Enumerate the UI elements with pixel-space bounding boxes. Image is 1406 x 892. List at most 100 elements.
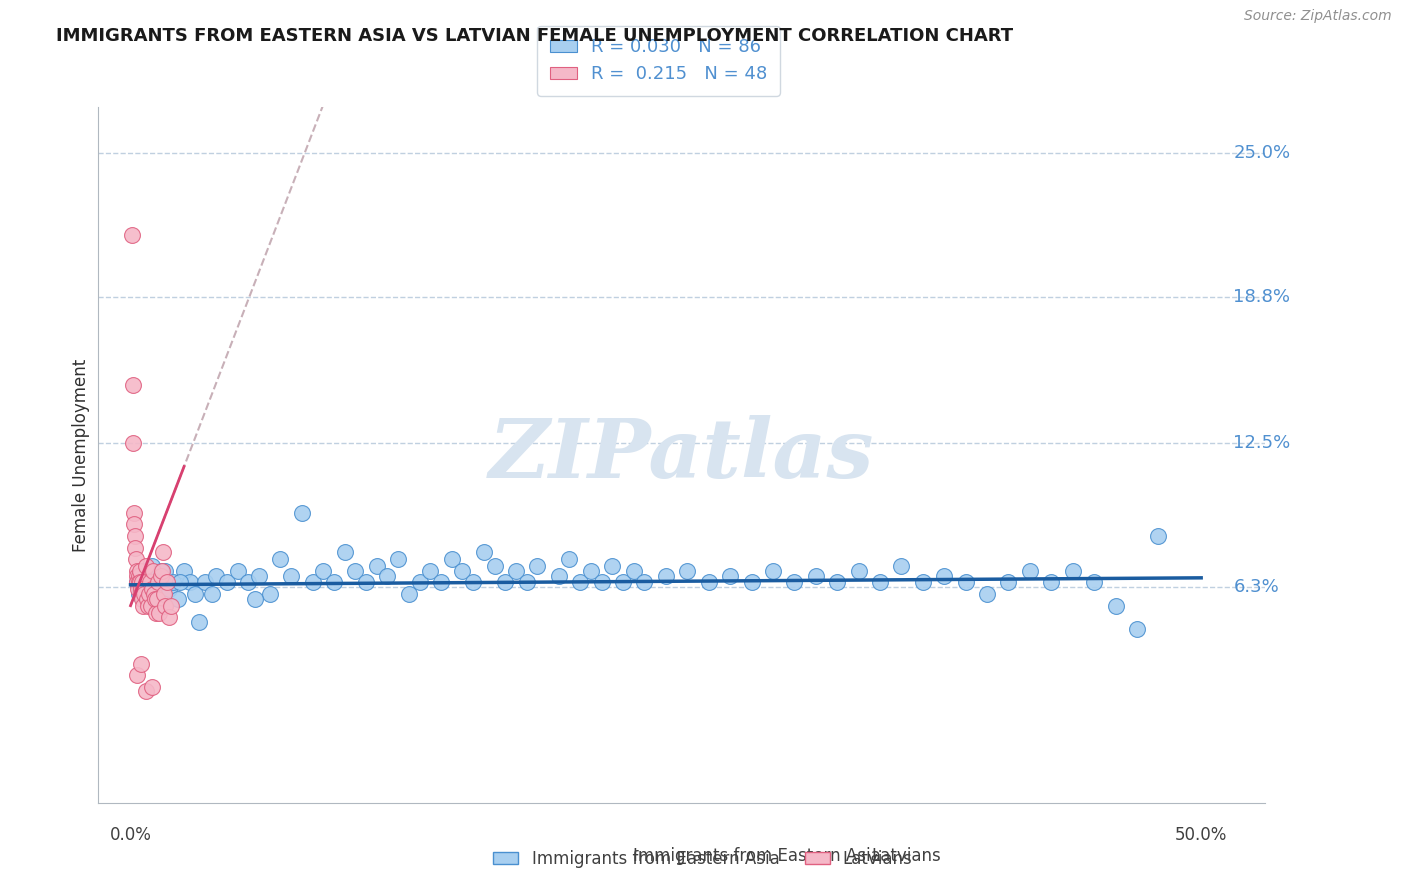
Point xyxy=(152,545,174,559)
Point xyxy=(243,591,266,606)
Point xyxy=(387,552,409,566)
Point xyxy=(143,587,166,601)
Text: Latvians: Latvians xyxy=(872,847,942,865)
Point xyxy=(128,575,150,590)
Point xyxy=(129,582,152,597)
Point xyxy=(135,559,157,574)
Point xyxy=(145,599,167,613)
Legend: Immigrants from Eastern Asia, Latvians: Immigrants from Eastern Asia, Latvians xyxy=(486,844,920,875)
Point xyxy=(623,564,645,578)
Point xyxy=(825,575,848,590)
Point xyxy=(633,575,655,590)
Point xyxy=(149,568,172,582)
Point xyxy=(312,564,335,578)
Point xyxy=(136,599,159,613)
Point xyxy=(238,575,260,590)
Point xyxy=(157,610,180,624)
Point xyxy=(139,599,162,613)
Point xyxy=(472,545,495,559)
Point xyxy=(125,564,148,578)
Point xyxy=(146,591,169,606)
Point xyxy=(150,564,173,578)
Point xyxy=(148,568,170,582)
Point xyxy=(141,680,163,694)
Point xyxy=(205,568,228,582)
Point xyxy=(132,564,155,578)
Point xyxy=(697,575,720,590)
Point xyxy=(463,575,485,590)
Point xyxy=(173,564,195,578)
Point xyxy=(124,517,146,532)
Point xyxy=(1062,564,1084,578)
Point xyxy=(516,575,538,590)
Point xyxy=(131,591,153,606)
Point xyxy=(1147,529,1170,543)
Point xyxy=(1104,599,1126,613)
Point xyxy=(201,587,224,601)
Point xyxy=(184,587,207,601)
Point xyxy=(125,668,148,682)
Point xyxy=(139,575,162,590)
Text: ZIPatlas: ZIPatlas xyxy=(489,415,875,495)
Point xyxy=(122,506,145,520)
Point xyxy=(135,684,157,698)
Point xyxy=(676,564,699,578)
Point xyxy=(169,575,191,590)
Point xyxy=(408,575,430,590)
Point xyxy=(226,564,249,578)
Point xyxy=(440,552,463,566)
Point xyxy=(1083,575,1105,590)
Text: 18.8%: 18.8% xyxy=(1233,288,1291,306)
Point xyxy=(153,599,176,613)
Point xyxy=(526,559,548,574)
Point xyxy=(129,587,152,601)
Point xyxy=(1126,622,1149,636)
Point xyxy=(494,575,516,590)
Point xyxy=(131,575,153,590)
Point xyxy=(153,564,176,578)
Text: Source: ZipAtlas.com: Source: ZipAtlas.com xyxy=(1244,9,1392,23)
Point xyxy=(344,564,367,578)
Point xyxy=(124,541,146,555)
Point xyxy=(1040,575,1063,590)
Text: 12.5%: 12.5% xyxy=(1233,434,1291,452)
Point xyxy=(121,227,143,242)
Text: Immigrants from Eastern Asia: Immigrants from Eastern Asia xyxy=(633,847,880,865)
Point xyxy=(1018,564,1040,578)
Point xyxy=(143,587,166,601)
Point xyxy=(127,582,149,597)
Point xyxy=(997,575,1019,590)
Point xyxy=(215,575,238,590)
Point xyxy=(259,587,281,601)
Point xyxy=(194,575,217,590)
Point xyxy=(138,587,160,601)
Point xyxy=(166,591,188,606)
Point xyxy=(333,545,356,559)
Point xyxy=(128,568,150,582)
Point xyxy=(569,575,592,590)
Point xyxy=(122,436,145,450)
Text: 0.0%: 0.0% xyxy=(110,826,152,844)
Point xyxy=(655,568,678,582)
Point xyxy=(911,575,934,590)
Point xyxy=(377,568,399,582)
Y-axis label: Female Unemployment: Female Unemployment xyxy=(72,359,90,551)
Point xyxy=(139,575,162,590)
Point xyxy=(143,591,166,606)
Point xyxy=(179,575,201,590)
Point xyxy=(505,564,527,578)
Point xyxy=(160,599,183,613)
Point xyxy=(132,599,155,613)
Text: IMMIGRANTS FROM EASTERN ASIA VS LATVIAN FEMALE UNEMPLOYMENT CORRELATION CHART: IMMIGRANTS FROM EASTERN ASIA VS LATVIAN … xyxy=(56,27,1014,45)
Point xyxy=(157,582,180,597)
Point xyxy=(718,568,741,582)
Point xyxy=(291,506,314,520)
Point xyxy=(148,575,170,590)
Text: 25.0%: 25.0% xyxy=(1233,145,1291,162)
Point xyxy=(136,591,159,606)
Point xyxy=(848,564,870,578)
Text: 6.3%: 6.3% xyxy=(1233,578,1279,596)
Point xyxy=(188,615,211,629)
Point xyxy=(612,575,634,590)
Point xyxy=(124,529,146,543)
